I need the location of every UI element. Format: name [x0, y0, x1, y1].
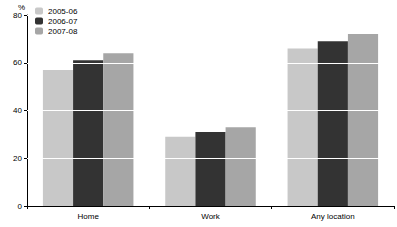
svg-text:40: 40: [13, 106, 22, 115]
svg-text:2007-08: 2007-08: [48, 27, 78, 36]
svg-text:20: 20: [13, 154, 22, 163]
svg-text:0: 0: [18, 202, 23, 211]
svg-text:Home: Home: [77, 212, 99, 221]
svg-text:2006-07: 2006-07: [48, 17, 78, 26]
svg-text:Any location: Any location: [311, 212, 355, 221]
svg-text:Work: Work: [201, 212, 221, 221]
svg-text:60: 60: [13, 58, 22, 67]
svg-text:2005-06: 2005-06: [48, 7, 78, 16]
svg-text:80: 80: [13, 11, 22, 20]
